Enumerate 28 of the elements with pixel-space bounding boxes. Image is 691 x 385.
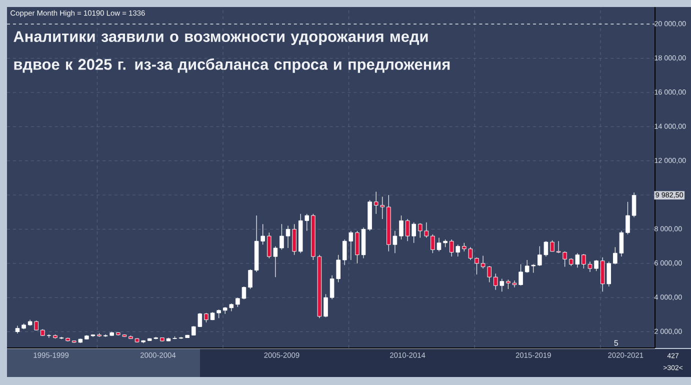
candlestick	[236, 297, 240, 308]
text: Аналитики заявили о возможности удорожания меди вдвое к 2025 г. из-за дисбаланса спроса и предложения	[14, 31, 450, 73]
candlestick	[506, 279, 510, 290]
candlestick	[594, 260, 598, 272]
candlestick	[518, 264, 523, 286]
candlestick	[436, 237, 442, 252]
candlestick	[399, 215, 404, 240]
candlestick	[588, 261, 592, 272]
candlestick	[468, 246, 473, 260]
candlestick	[512, 280, 517, 288]
candlestick	[286, 225, 290, 248]
candlestick	[544, 240, 548, 257]
candlestick	[355, 230, 360, 264]
candlestick	[538, 246, 542, 266]
candlestick	[292, 224, 296, 256]
candlestick	[474, 257, 479, 275]
candlestick	[248, 269, 252, 290]
candlestick	[242, 286, 246, 300]
candlestick	[582, 254, 586, 269]
candlestick	[324, 294, 328, 318]
candlestick	[46, 334, 52, 338]
candlestick	[392, 230, 398, 254]
candlestick	[204, 312, 208, 323]
candlestick	[550, 240, 554, 252]
candlestick	[632, 192, 636, 218]
candlestick	[280, 224, 284, 250]
candlestick	[626, 202, 630, 235]
candlestick	[430, 234, 435, 254]
